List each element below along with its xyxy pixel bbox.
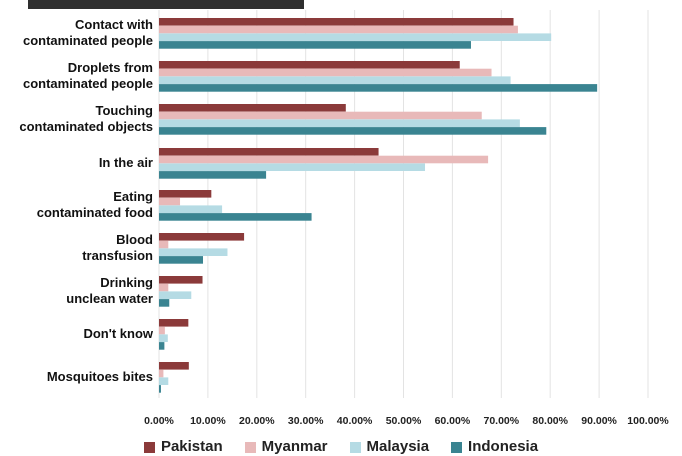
bar-malaysia xyxy=(159,33,552,41)
bar-myanmar xyxy=(159,111,482,120)
x-tick-label: 90.00% xyxy=(581,415,617,427)
category-label-line: Droplets from xyxy=(68,60,153,75)
bar-indonesia xyxy=(159,299,170,307)
bar-malaysia xyxy=(159,377,169,385)
bar-pakistan xyxy=(159,233,245,241)
bar-malaysia xyxy=(159,248,228,256)
bar-myanmar xyxy=(159,68,492,77)
bar-myanmar xyxy=(159,326,165,335)
legend-label: Malaysia xyxy=(366,438,430,455)
category-label-line: Eating xyxy=(113,189,153,204)
category-label-line: Contact with xyxy=(75,17,153,32)
category-label: Droplets from contaminated people xyxy=(23,60,153,91)
bar-indonesia xyxy=(159,342,165,350)
category-label-line: contaminated objects xyxy=(19,119,153,134)
bar-myanmar xyxy=(159,283,169,292)
legend-swatch xyxy=(244,441,256,453)
bar-myanmar xyxy=(159,369,164,378)
bar-pakistan xyxy=(159,18,514,26)
x-tick-label: 10.00% xyxy=(190,415,226,427)
legend-label: Pakistan xyxy=(160,438,223,455)
legend-swatch xyxy=(349,441,361,453)
legend-label: Indonesia xyxy=(468,438,539,455)
category-label: Drinking unclean water xyxy=(66,275,153,306)
x-axis-ticks: 0.00% 10.00% 20.00% 30.00% 40.00% 50.00% 60.00… xyxy=(144,415,669,427)
x-tick-label: 0.00% xyxy=(144,415,174,427)
bar-indonesia xyxy=(159,84,598,92)
legend-swatch xyxy=(143,441,155,453)
legend-item-pakistan: Pakistan xyxy=(143,438,223,456)
bar-indonesia xyxy=(159,127,547,135)
bar-pakistan xyxy=(159,104,346,112)
x-tick-label: 20.00% xyxy=(239,415,275,427)
bar-pakistan xyxy=(159,148,379,156)
bar-malaysia xyxy=(159,205,223,213)
x-tick-label: 100.00% xyxy=(627,415,669,427)
category-label: Don't know xyxy=(83,326,153,341)
legend-item-myanmar: Myanmar xyxy=(244,438,328,456)
legend-item-indonesia: Indonesia xyxy=(451,438,538,456)
category-label-line: unclean water xyxy=(66,291,153,306)
bar-indonesia xyxy=(159,213,312,221)
category-label-line: contaminated people xyxy=(23,76,153,91)
bar-indonesia xyxy=(159,41,471,49)
bar-pakistan xyxy=(159,61,460,69)
category-label-line: Mosquitoes bites xyxy=(47,369,153,384)
x-tick-label: 70.00% xyxy=(483,415,519,427)
bar-malaysia xyxy=(159,334,168,342)
bars xyxy=(159,18,598,393)
category-label: Mosquitoes bites xyxy=(47,369,153,384)
category-label-line: Drinking xyxy=(100,275,153,290)
category-label: Touching contaminated objects xyxy=(19,103,153,134)
bar-myanmar xyxy=(159,240,169,249)
category-label: In the air xyxy=(99,155,153,170)
legend-item-malaysia: Malaysia xyxy=(349,438,430,456)
x-tick-label: 80.00% xyxy=(532,415,568,427)
bar-myanmar xyxy=(159,25,518,34)
bar-pakistan xyxy=(159,276,203,284)
bar-malaysia xyxy=(159,119,520,127)
category-label-line: transfusion xyxy=(82,248,153,263)
legend-label: Myanmar xyxy=(261,438,328,455)
category-label-line: In the air xyxy=(99,155,153,170)
bar-pakistan xyxy=(159,362,189,370)
bar-pakistan xyxy=(159,190,212,198)
legend: Pakistan Myanmar Malaysia Indonesia xyxy=(0,438,682,456)
bar-indonesia xyxy=(159,256,204,264)
category-label: Contact with contaminated people xyxy=(23,17,153,48)
category-label: Blood transfusion xyxy=(82,232,153,263)
bar-malaysia xyxy=(159,76,511,84)
x-tick-label: 50.00% xyxy=(386,415,422,427)
bar-malaysia xyxy=(159,291,192,299)
category-label: Eating contaminated food xyxy=(37,189,153,220)
category-label-line: Don't know xyxy=(83,326,153,341)
bar-indonesia xyxy=(159,385,161,393)
category-label-line: Blood xyxy=(116,232,153,247)
category-label-line: contaminated people xyxy=(23,33,153,48)
bar-indonesia xyxy=(159,171,267,179)
top-banner xyxy=(28,0,304,9)
bar-myanmar xyxy=(159,155,489,164)
x-tick-label: 30.00% xyxy=(288,415,324,427)
x-tick-label: 60.00% xyxy=(435,415,471,427)
bar-myanmar xyxy=(159,197,181,206)
category-label-line: contaminated food xyxy=(37,205,153,220)
bar-pakistan xyxy=(159,319,189,327)
x-tick-label: 40.00% xyxy=(337,415,373,427)
category-label-line: Touching xyxy=(95,103,153,118)
bar-malaysia xyxy=(159,163,426,171)
legend-swatch xyxy=(451,441,463,453)
category-labels: Contact with contaminated peopleDroplets … xyxy=(19,17,154,384)
